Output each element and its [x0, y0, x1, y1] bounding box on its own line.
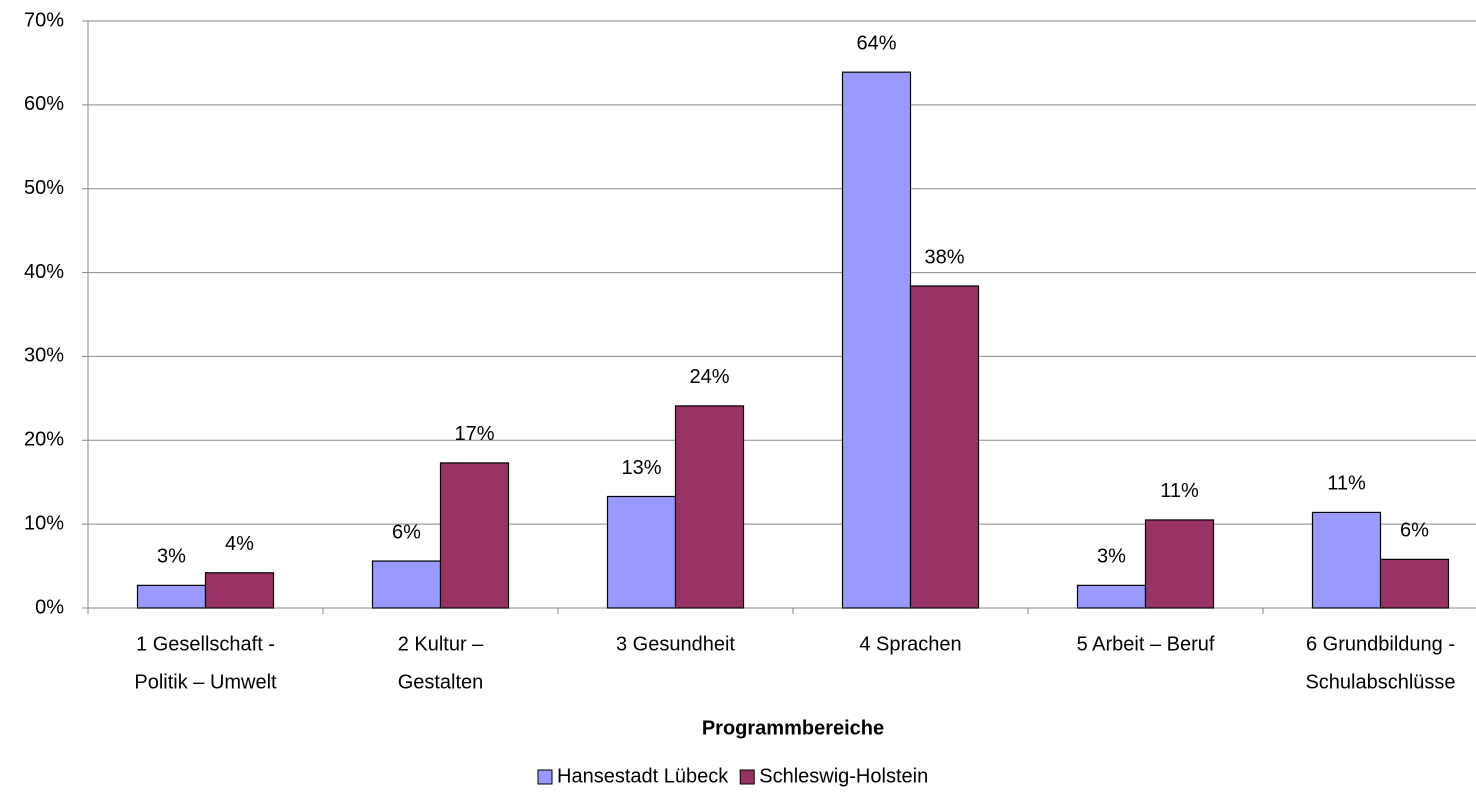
y-tick-label: 0%: [35, 596, 64, 618]
x-tick-label: 5 Arbeit – Beruf: [1077, 633, 1215, 655]
bar: [1379, 558, 1450, 609]
data-label: 11%: [1160, 480, 1199, 502]
x-tick-label: Politik – Umwelt: [134, 671, 277, 693]
data-label: 6%: [1400, 520, 1429, 542]
legend-swatch: [537, 769, 553, 785]
data-label: 3%: [157, 546, 186, 568]
bar: [1076, 584, 1147, 609]
x-tick-label: Schulabschlüsse: [1305, 671, 1455, 693]
bar: [841, 71, 912, 609]
legend-swatch: [739, 769, 755, 785]
bar: [439, 462, 510, 609]
x-tick-label: 3 Gesundheit: [616, 633, 735, 655]
data-label: 13%: [621, 457, 661, 479]
data-label: 6%: [392, 521, 421, 543]
data-label: 24%: [689, 366, 729, 388]
data-label: 11%: [1327, 473, 1366, 495]
bar: [1144, 519, 1215, 609]
data-label: 38%: [924, 246, 964, 268]
y-tick-label: 70%: [24, 9, 64, 31]
x-axis-label: Programmbereiche: [702, 717, 884, 739]
bar: [909, 285, 980, 609]
x-tick-label: 4 Sprachen: [859, 633, 961, 655]
y-tick-label: 20%: [24, 429, 64, 451]
y-tick-label: 60%: [24, 93, 64, 115]
bar: [1311, 511, 1382, 609]
data-label: 64%: [856, 32, 896, 54]
x-tick-label: 6 Grundbildung -: [1306, 633, 1455, 655]
bar: [204, 572, 275, 609]
y-tick-label: 10%: [24, 512, 64, 534]
legend-label: Hansestadt Lübeck: [557, 765, 729, 787]
x-tick-label: Gestalten: [398, 671, 484, 693]
y-tick-label: 30%: [24, 345, 64, 367]
legend-label: Schleswig-Holstein: [759, 765, 928, 787]
x-tick-label: 1 Gesellschaft -: [136, 633, 275, 655]
y-tick-label: 50%: [24, 177, 64, 199]
bar: [136, 584, 207, 609]
data-label: 4%: [225, 533, 254, 555]
bar: [371, 560, 442, 609]
data-label: 17%: [454, 423, 494, 445]
data-label: 3%: [1097, 546, 1126, 568]
bar: [674, 405, 745, 609]
bar: [606, 495, 677, 609]
y-tick-label: 40%: [24, 261, 64, 283]
x-tick-label: 2 Kultur –: [398, 633, 484, 655]
